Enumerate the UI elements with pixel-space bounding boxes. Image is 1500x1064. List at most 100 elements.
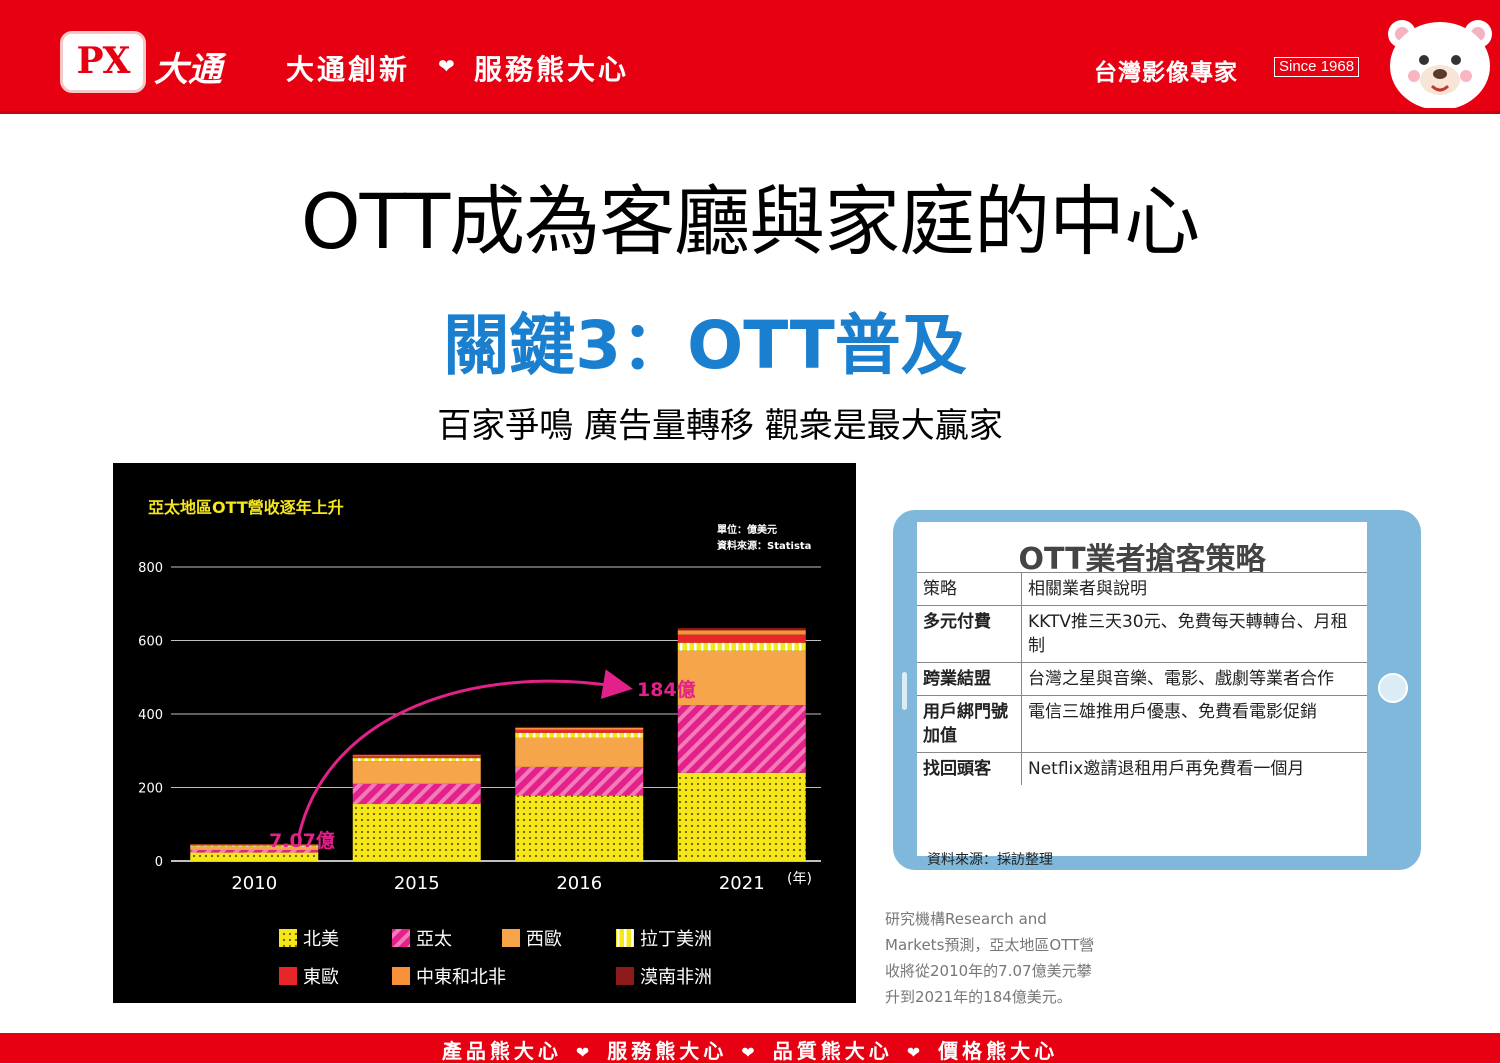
table-cell-desc: KKTV推三天30元、免費每天轉轉台、月租制 [1022,606,1368,663]
table-cell-strategy: 多元付費 [917,606,1022,663]
heart-icon: ❤ [741,1043,758,1062]
chart-canvas: 亞太地區OTT營收逐年上升 單位：億美元 資料來源：Statista 0 200 4… [113,463,856,1003]
slogan-right: 服務熊大心 [474,48,629,88]
since-badge: Since 1968 [1274,57,1359,77]
y-tick-label: 800 [138,561,163,576]
tablet-camera-slot [902,672,907,710]
bar-segment [353,761,481,784]
table-cell-strategy: 跨業結盟 [917,663,1022,696]
table-row: 多元付費 KKTV推三天30元、免費每天轉轉台、月租制 [917,606,1367,663]
table-cell-desc: Netflix邀請退租用戶再免費看一個月 [1022,753,1368,786]
legend-label: 拉丁美洲 [640,929,712,950]
forecast-note: 研究機構Research and Markets預測，亞太地區OTT營收將從20… [885,906,1105,1010]
bar-segment [678,773,806,861]
legend-swatch [279,929,297,947]
page-title: OTT成為客廳與家庭的中心 [0,160,1500,270]
legend-swatch [616,929,634,947]
legend-label: 北美 [303,929,339,950]
table-row: 找回頭客 Netflix邀請退租用戶再免費看一個月 [917,753,1367,786]
table-cell-strategy: 用戶綁門號加值 [917,696,1022,753]
bar-segment [678,651,806,705]
legend-label: 亞太 [416,929,452,950]
bar-segment [678,628,806,630]
bar-segment [515,727,643,728]
tablet-frame: OTT業者搶客策略 策略 相關業者與說明 多元付費 KKTV推三天30元、免費每… [893,510,1421,870]
bear-mascot-icon [1380,4,1500,108]
ott-revenue-chart: 亞太地區OTT營收逐年上升 單位：億美元 資料來源：Statista 0 200 4… [113,463,856,1003]
bar-segment [353,756,481,758]
bar-segment [353,754,481,755]
legend-label: 東歐 [303,967,339,988]
table-row: 用戶綁門號加值 電信三雄推用戶優惠、免費看電影促銷 [917,696,1367,753]
bar-segment [678,643,806,651]
x-tick-label: 2016 [556,873,602,894]
bar-segment [515,733,643,738]
bar-segment [515,796,643,861]
footer-bar: 產品熊大心 ❤ 服務熊大心 ❤ 品質熊大心 ❤ 價格熊大心 [0,1033,1500,1063]
table-header-cell: 策略 [917,573,1022,606]
x-tick-label: 2015 [394,873,440,894]
legend-swatch [279,967,297,985]
legend-swatch [392,967,410,985]
bar-segment [515,738,643,767]
y-tick-label: 0 [155,855,163,870]
logo-px-text: PX [63,40,143,82]
legend-swatch [392,929,410,947]
table-cell-strategy: 找回頭客 [917,753,1022,786]
chart-x-axis: 2010 2015 2016 2021 [231,873,764,894]
legend-label: 西歐 [526,929,562,950]
footer-item: 服務熊大心 [607,1039,727,1063]
bar-segment [678,635,806,643]
page-subtitle: 關鍵3：OTT普及 [0,292,1410,388]
bar-segment [515,728,643,730]
footer-slogans: 產品熊大心 ❤ 服務熊大心 ❤ 品質熊大心 ❤ 價格熊大心 [0,1035,1500,1064]
legend-swatch [616,967,634,985]
heart-icon: ❤ [576,1043,593,1062]
page-tagline: 百家爭鳴 廣告量轉移 觀衆是最大贏家 [0,398,1440,447]
bar-segment [515,730,643,733]
strategy-table: 策略 相關業者與說明 多元付費 KKTV推三天30元、免費每天轉轉台、月租制 跨… [917,572,1367,785]
footer-item: 價格熊大心 [938,1039,1058,1063]
brand-tag: 台灣影像專家 [1094,53,1238,87]
bar-segment [353,784,481,804]
table-header-row: 策略 相關業者與說明 [917,573,1367,606]
y-tick-label: 200 [138,782,163,797]
chart-title: 亞太地區OTT營收逐年上升 [148,498,344,517]
tablet-home-button [1378,673,1408,703]
y-tick-label: 400 [138,708,163,723]
x-axis-unit: (年) [787,871,812,887]
heart-icon: ❤ [438,54,455,78]
strategy-table-card: OTT業者搶客策略 策略 相關業者與說明 多元付費 KKTV推三天30元、免費每… [917,522,1367,856]
table-cell-desc: 電信三雄推用戶優惠、免費看電影促銷 [1022,696,1368,753]
bar-segment [515,767,643,796]
slogan-left: 大通創新 [286,48,410,88]
bar-segment [353,755,481,756]
legend-label: 漠南非洲 [640,967,712,988]
legend-label: 中東和北非 [416,967,506,988]
bar-segment [190,853,318,861]
strategy-table-source: 資料來源：採訪整理 [927,849,1053,869]
bar-segment [678,630,806,634]
y-tick-label: 600 [138,635,163,650]
px-logo[interactable]: PX [60,31,146,93]
header-bar: PX 大通 大通創新 ❤ 服務熊大心 台灣影像專家 Since 1968 [0,0,1500,114]
bar-segment [353,758,481,761]
chart-source-note: 資料來源：Statista [717,539,811,552]
heart-icon: ❤ [907,1043,924,1062]
chart-bars [190,628,806,861]
legend-swatch [502,929,520,947]
bar-segment [678,705,806,773]
chart-unit-note: 單位：億美元 [717,523,777,536]
annotation-start-label: 7.07億 [269,829,335,852]
table-row: 跨業結盟 台灣之星與音樂、電影、戲劇等業者合作 [917,663,1367,696]
footer-item: 品質熊大心 [773,1039,893,1063]
x-tick-label: 2021 [719,873,765,894]
logo-chinese-text: 大通 [154,42,222,91]
x-tick-label: 2010 [231,873,277,894]
bar-segment [353,804,481,861]
table-header-cell: 相關業者與說明 [1022,573,1368,606]
footer-item: 產品熊大心 [442,1039,562,1063]
table-cell-desc: 台灣之星與音樂、電影、戲劇等業者合作 [1022,663,1368,696]
annotation-end-label: 184億 [637,678,696,701]
